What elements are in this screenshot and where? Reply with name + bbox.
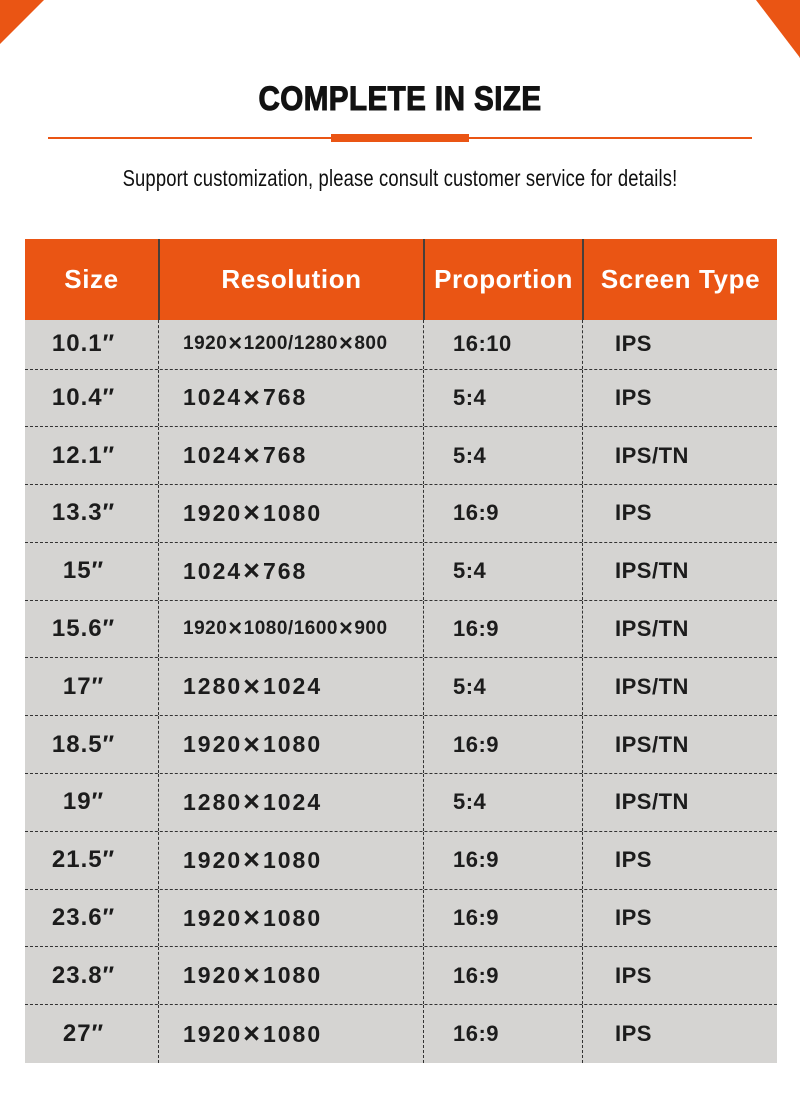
size-cell: 15″ — [62, 557, 105, 585]
table-row: 18.5″ 1920 × 1080 16:9 IPS/TN — [25, 716, 777, 775]
column-header-size: Size — [64, 264, 119, 294]
size-cell: 13.3″ — [51, 499, 116, 527]
top-left-corner-accent — [0, 0, 44, 44]
resolution-cell: 1024 × 768 — [158, 427, 423, 485]
proportion-cell: 5:4 — [423, 427, 582, 485]
proportion-cell: 16:9 — [423, 1005, 582, 1064]
page-subtitle: Support customization, please consult cu… — [122, 165, 678, 191]
screen-type-cell: IPS — [582, 889, 777, 947]
size-cell: 17″ — [62, 672, 105, 700]
resolution-cell: 1920 × 1080 — [158, 716, 423, 774]
screen-type-cell: IPS — [582, 831, 777, 889]
size-cell: 15.6″ — [51, 615, 116, 643]
screen-type-cell: IPS/TN — [582, 716, 777, 774]
screen-type-cell: IPS/TN — [582, 774, 777, 831]
table-row: 13.3″ 1920 × 1080 16:9 IPS — [25, 485, 777, 543]
proportion-cell: 5:4 — [423, 774, 582, 831]
screen-type-cell: IPS/TN — [582, 658, 777, 716]
title-divider-accent-bar — [331, 134, 469, 142]
resolution-cell: 1024 × 768 — [158, 369, 423, 427]
proportion-cell: 5:4 — [423, 542, 582, 600]
table-row: 21.5″ 1920 × 1080 16:9 IPS — [25, 831, 777, 890]
size-cell: 10.1″ — [51, 330, 116, 358]
resolution-cell: 1024 × 768 — [158, 542, 423, 600]
proportion-cell: 16:10 — [423, 320, 582, 369]
screen-type-cell: IPS/TN — [582, 600, 777, 658]
resolution-cell: 1920 × 1080/1600 × 900 — [158, 600, 423, 658]
column-header-resolution: Resolution — [158, 239, 423, 320]
page-title: COMPLETE IN SIZE — [258, 80, 542, 118]
screen-type-cell: IPS/TN — [582, 427, 777, 485]
resolution-cell: 1920 × 1200/1280 × 800 — [158, 320, 423, 369]
column-header-screen-type: Screen Type — [582, 239, 777, 320]
size-cell: 27″ — [62, 1020, 105, 1048]
table-row: 19″ 1280 × 1024 5:4 IPS/TN — [25, 774, 777, 832]
table-row: 12.1″ 1024 × 768 5:4 IPS/TN — [25, 427, 777, 486]
size-cell: 19″ — [62, 788, 105, 816]
proportion-cell: 5:4 — [423, 658, 582, 716]
table-row: 23.6″ 1920 × 1080 16:9 IPS — [25, 889, 777, 948]
table-row: 15.6″ 1920 × 1080/1600 × 900 16:9 IPS/TN — [25, 600, 777, 659]
screen-type-cell: IPS/TN — [582, 542, 777, 600]
proportion-cell: 16:9 — [423, 947, 582, 1005]
title-divider-line — [48, 134, 752, 142]
proportion-cell: 16:9 — [423, 485, 582, 542]
resolution-cell: 1280 × 1024 — [158, 658, 423, 716]
resolution-cell: 1280 × 1024 — [158, 774, 423, 831]
table-header-row: Size Resolution Proportion Screen Type — [25, 239, 777, 320]
resolution-cell: 1920 × 1080 — [158, 831, 423, 889]
screen-type-cell: IPS — [582, 320, 777, 369]
size-cell: 18.5″ — [51, 730, 116, 758]
table-row: 17″ 1280 × 1024 5:4 IPS/TN — [25, 658, 777, 717]
screen-type-cell: IPS — [582, 1005, 777, 1064]
proportion-cell: 16:9 — [423, 889, 582, 947]
table-row: 10.4″ 1024 × 768 5:4 IPS — [25, 369, 777, 428]
proportion-cell: 16:9 — [423, 831, 582, 889]
table-row: 10.1″ 1920 × 1200/1280 × 800 16:10 IPS — [25, 320, 777, 370]
size-cell: 21.5″ — [51, 846, 116, 874]
size-cell: 10.4″ — [51, 383, 116, 411]
resolution-cell: 1920 × 1080 — [158, 889, 423, 947]
screen-type-cell: IPS — [582, 485, 777, 542]
table-body: 10.1″ 1920 × 1200/1280 × 800 16:10 IPS 10.4″… — [25, 320, 777, 1064]
table-row: 15″ 1024 × 768 5:4 IPS/TN — [25, 542, 777, 601]
proportion-cell: 16:9 — [423, 600, 582, 658]
size-cell: 12.1″ — [51, 441, 116, 469]
top-right-corner-accent — [756, 0, 800, 58]
proportion-cell: 5:4 — [423, 369, 582, 427]
table-row: 27″ 1920 × 1080 16:9 IPS — [25, 1005, 777, 1064]
resolution-cell: 1920 × 1080 — [158, 947, 423, 1005]
column-header-proportion: Proportion — [423, 239, 582, 320]
size-spec-table: Size Resolution Proportion Screen Type 1… — [25, 239, 777, 1064]
proportion-cell: 16:9 — [423, 716, 582, 774]
table-row: 23.8″ 1920 × 1080 16:9 IPS — [25, 947, 777, 1006]
size-cell: 23.8″ — [51, 961, 116, 989]
size-cell: 23.6″ — [51, 904, 116, 932]
screen-type-cell: IPS — [582, 947, 777, 1005]
screen-type-cell: IPS — [582, 369, 777, 427]
resolution-cell: 1920 × 1080 — [158, 1005, 423, 1064]
resolution-cell: 1920 × 1080 — [158, 485, 423, 542]
